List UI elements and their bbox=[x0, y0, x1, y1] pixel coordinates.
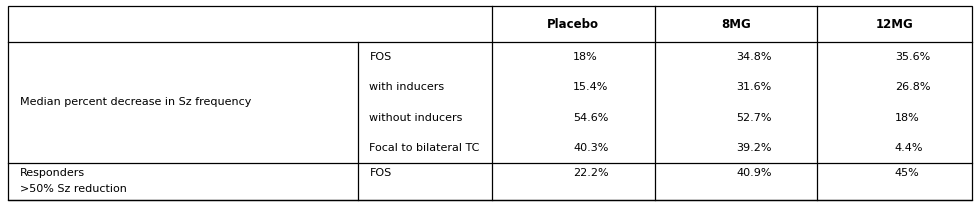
Text: 8MG: 8MG bbox=[721, 18, 751, 31]
Text: 18%: 18% bbox=[573, 52, 598, 62]
Text: 45%: 45% bbox=[895, 168, 919, 178]
Text: without inducers: without inducers bbox=[369, 112, 463, 123]
Text: 15.4%: 15.4% bbox=[573, 82, 609, 92]
Text: Median percent decrease in Sz frequency: Median percent decrease in Sz frequency bbox=[20, 97, 251, 108]
Text: 26.8%: 26.8% bbox=[895, 82, 930, 92]
Text: 4.4%: 4.4% bbox=[895, 143, 923, 153]
Text: 22.2%: 22.2% bbox=[573, 168, 609, 178]
Text: FOS: FOS bbox=[369, 52, 392, 62]
Text: Placebo: Placebo bbox=[547, 18, 600, 31]
Text: 12MG: 12MG bbox=[876, 18, 913, 31]
Text: 34.8%: 34.8% bbox=[736, 52, 771, 62]
Text: Focal to bilateral TC: Focal to bilateral TC bbox=[369, 143, 480, 153]
Text: FOS: FOS bbox=[369, 168, 392, 178]
Text: 39.2%: 39.2% bbox=[736, 143, 771, 153]
Text: >50% Sz reduction: >50% Sz reduction bbox=[20, 184, 126, 194]
Text: 35.6%: 35.6% bbox=[895, 52, 930, 62]
Text: 40.9%: 40.9% bbox=[736, 168, 771, 178]
Text: 52.7%: 52.7% bbox=[736, 112, 771, 123]
Text: 40.3%: 40.3% bbox=[573, 143, 609, 153]
Text: 54.6%: 54.6% bbox=[573, 112, 609, 123]
Text: 18%: 18% bbox=[895, 112, 919, 123]
Text: Responders: Responders bbox=[20, 168, 84, 178]
Text: with inducers: with inducers bbox=[369, 82, 445, 92]
Text: 31.6%: 31.6% bbox=[736, 82, 771, 92]
